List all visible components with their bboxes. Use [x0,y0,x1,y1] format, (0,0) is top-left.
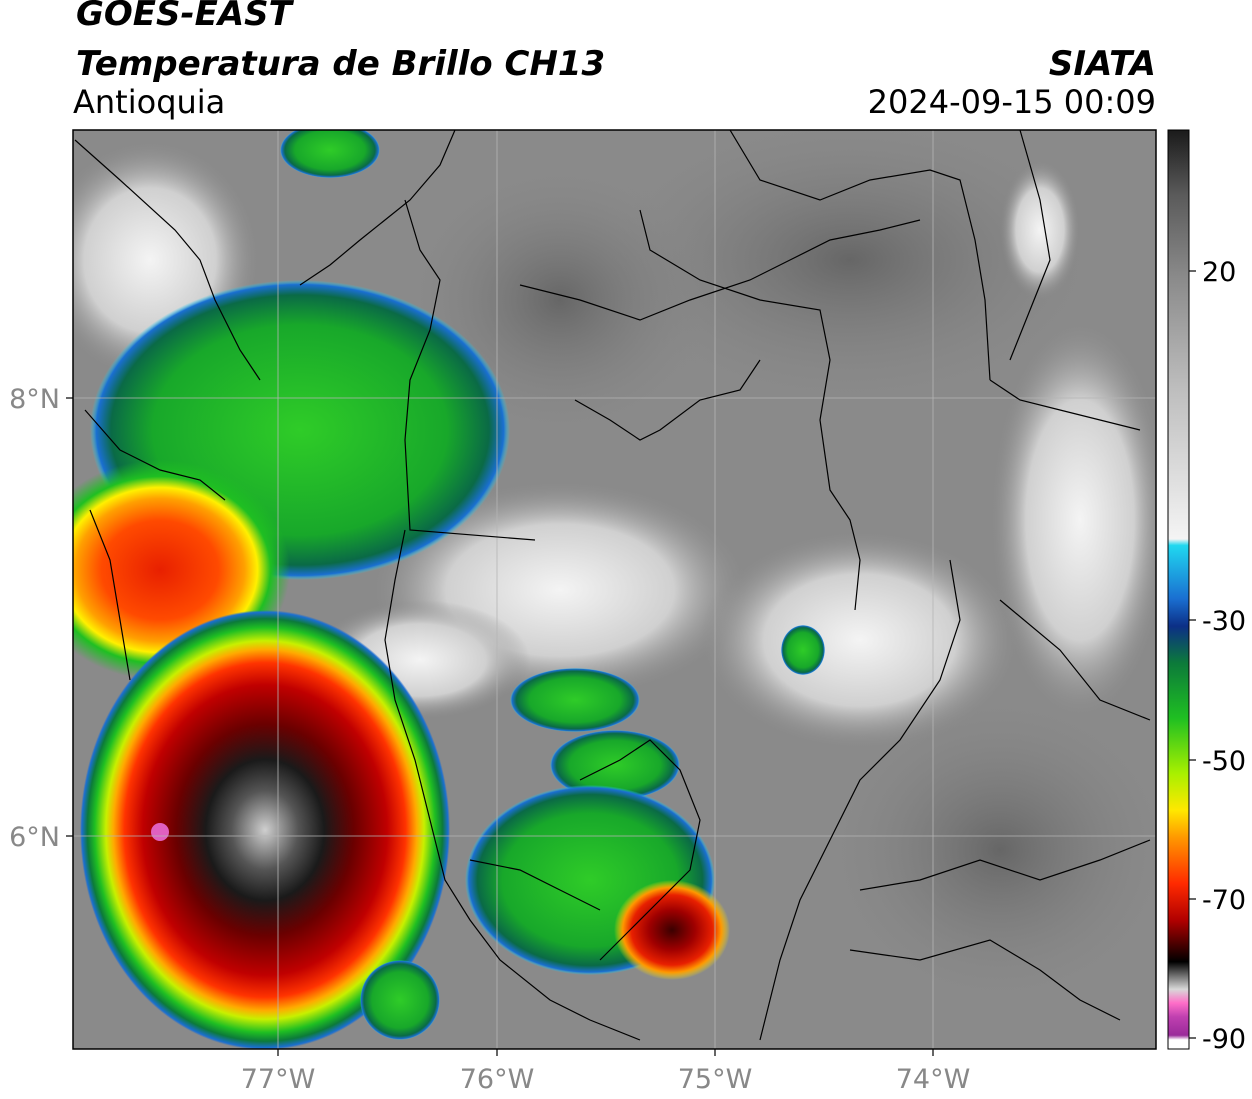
product-title: Temperatura de Brillo CH13 [76,44,606,84]
region-label: Antioquia [73,83,226,121]
colorbar-tick-label: -70 [1202,885,1246,916]
convective-cell-small [510,668,640,732]
lon-tick-label: 76°W [460,1064,535,1095]
colorbar-tick-label: -30 [1202,606,1246,637]
colorbar [1167,129,1190,1050]
lat-tick-label: 8°N [9,384,60,415]
land-shading [820,690,1156,1010]
convective-cell-top [280,130,380,178]
organization-label: SIATA [1048,44,1156,84]
satellite-title: GOES-EAST [76,0,292,34]
convective-cell-core [614,880,730,980]
convective-cell-small [550,730,680,800]
cloud-field [1000,160,1080,300]
lon-tick-label: 77°W [241,1064,316,1095]
colorbar-ticks [1189,270,1196,1039]
convective-cell-small [360,960,440,1040]
axis-ticks [66,397,934,1056]
convective-cell-main [80,610,450,1049]
borders [74,130,1151,1041]
coldest-spot [151,823,169,841]
convective-cell-small [781,625,825,675]
colorbar-tick-label: 20 [1202,257,1236,288]
colorbar-tick-label: -50 [1202,746,1246,777]
lon-tick-label: 75°W [678,1064,753,1095]
cloud-field [990,320,1156,720]
map-area [73,130,1156,1049]
gridlines [73,130,1156,1049]
cloud-field [700,530,1020,750]
timestamp-label: 2024-09-15 00:09 [867,83,1156,121]
colorbar-tick-label: -90 [1202,1024,1246,1055]
map-frame [72,129,1157,1050]
lon-tick-label: 74°W [896,1064,971,1095]
land-shading [590,130,1110,410]
lat-tick-label: 6°N [9,822,60,853]
